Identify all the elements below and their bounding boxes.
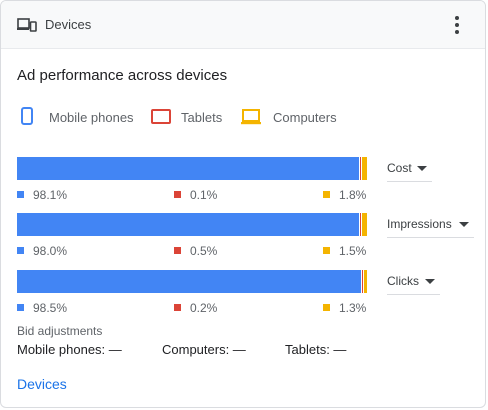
bar-segment-computer: [362, 157, 367, 180]
metric-dropdown-impressions[interactable]: Impressions: [387, 213, 474, 238]
legend-label: Mobile phones: [49, 110, 134, 125]
metric-row-impressions: 98.0% 0.5% 1.5% Impressions: [17, 213, 477, 263]
bid-mobile: Mobile phones: —: [17, 342, 122, 357]
bar-segment-mobile: [17, 157, 360, 180]
percent-row: 98.5% 0.2% 1.3%: [17, 300, 367, 316]
dropdown-arrow-icon: [425, 279, 435, 284]
bid-adjustments-label: Bid adjustments: [17, 324, 103, 338]
more-options-button[interactable]: [449, 14, 465, 36]
devices-link[interactable]: Devices: [17, 376, 67, 392]
tablet-icon: [151, 109, 171, 124]
percent-row: 98.0% 0.5% 1.5%: [17, 243, 367, 259]
bar-segment-tablet: [360, 157, 362, 180]
bar-segment-tablet: [360, 213, 361, 236]
dropdown-arrow-icon: [459, 222, 469, 227]
metric-dropdown-cost[interactable]: Cost: [387, 157, 432, 182]
computer-icon: [241, 109, 261, 125]
legend-label: Tablets: [181, 110, 223, 125]
section-title: Ad performance across devices: [17, 67, 228, 84]
legend-label: Computers: [273, 110, 337, 125]
metric-row-cost: 98.1% 0.1% 1.8% Cost: [17, 157, 477, 207]
stacked-bar: [17, 270, 367, 293]
metric-dropdown-clicks[interactable]: Clicks: [387, 270, 440, 295]
phone-icon: [21, 107, 33, 125]
metric-row-clicks: 98.5% 0.2% 1.3% Clicks: [17, 270, 477, 320]
stacked-bar: [17, 213, 367, 236]
bar-segment-tablet: [361, 270, 363, 293]
stacked-bar: [17, 157, 367, 180]
more-vert-icon: [455, 16, 459, 20]
bar-segment-computer: [362, 213, 367, 236]
devices-icon: [17, 18, 37, 32]
card-header: Devices: [1, 1, 485, 49]
bid-computers: Computers: —: [162, 342, 246, 357]
bar-segment-mobile: [17, 270, 361, 293]
percent-row: 98.1% 0.1% 1.8%: [17, 187, 367, 203]
bar-segment-computer: [363, 270, 367, 293]
bar-segment-mobile: [17, 213, 359, 236]
dropdown-arrow-icon: [417, 166, 427, 171]
bid-tablets: Tablets: —: [285, 342, 347, 357]
card-title: Devices: [45, 17, 92, 32]
